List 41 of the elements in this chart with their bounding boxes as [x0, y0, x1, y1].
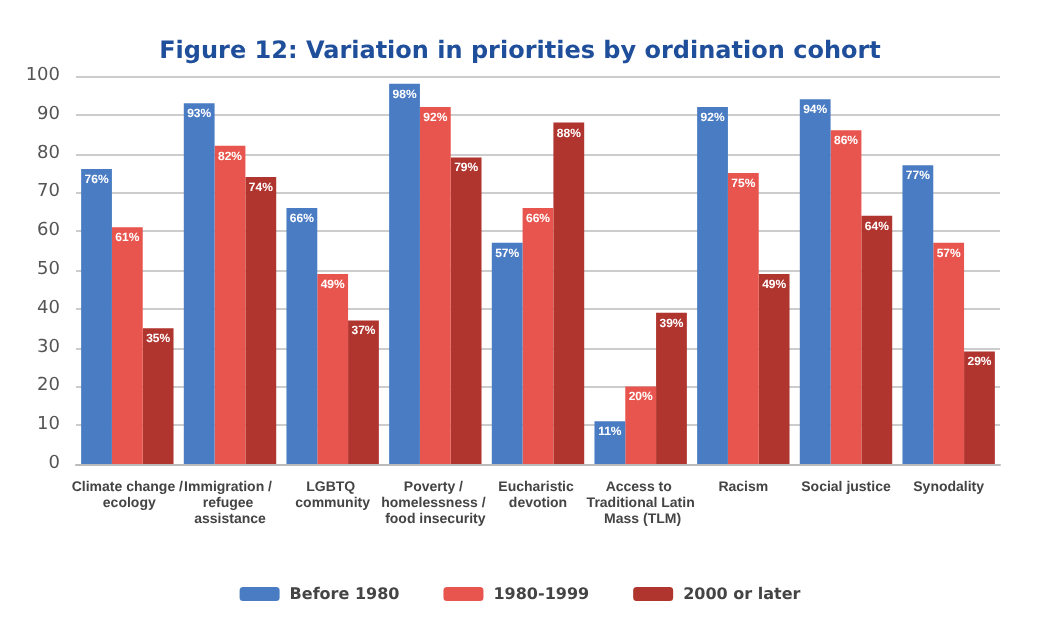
bar	[111, 227, 143, 464]
bar	[142, 328, 174, 464]
bar	[245, 176, 277, 464]
bar	[727, 173, 759, 464]
bar	[81, 169, 112, 464]
bar	[317, 273, 349, 464]
legend-label: 1980-1999	[493, 585, 591, 603]
bar	[799, 99, 831, 464]
y-tick-label: 30	[37, 337, 61, 358]
bar	[491, 242, 523, 464]
bar	[522, 207, 554, 464]
bar	[183, 103, 215, 464]
y-tick-label: 80	[37, 143, 61, 164]
y-tick-label: 90	[37, 104, 61, 125]
bar	[450, 157, 482, 464]
bar	[656, 312, 687, 464]
y-tick-label: 20	[37, 376, 61, 397]
legend-label: Before 1980	[289, 585, 401, 603]
bar	[286, 207, 318, 464]
bar	[697, 107, 728, 464]
y-tick-label: 100	[25, 66, 61, 86]
legend-label: 2000 or later	[683, 585, 801, 603]
y-tick-label: 0	[48, 454, 61, 474]
bar	[933, 242, 965, 464]
bar	[964, 351, 995, 464]
y-tick-label: 70	[37, 182, 61, 203]
bar	[902, 165, 934, 464]
y-tick-label: 40	[37, 298, 61, 319]
bar	[389, 83, 420, 464]
bar	[348, 320, 379, 464]
bar	[758, 273, 790, 464]
y-tick-label: 10	[37, 415, 61, 436]
bar	[625, 386, 657, 464]
bar	[214, 145, 246, 464]
chart-title: Figure 12: Variation in priorities by ordination cohort	[159, 36, 882, 64]
bar	[419, 107, 451, 464]
bar	[861, 215, 893, 464]
bar	[830, 130, 862, 464]
y-tick-label: 60	[37, 221, 61, 242]
y-tick-label: 50	[37, 260, 61, 280]
bar	[553, 122, 585, 464]
